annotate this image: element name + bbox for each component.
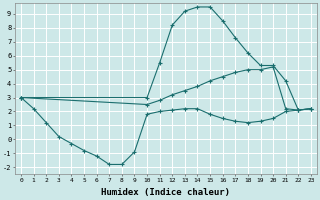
- X-axis label: Humidex (Indice chaleur): Humidex (Indice chaleur): [101, 188, 230, 197]
